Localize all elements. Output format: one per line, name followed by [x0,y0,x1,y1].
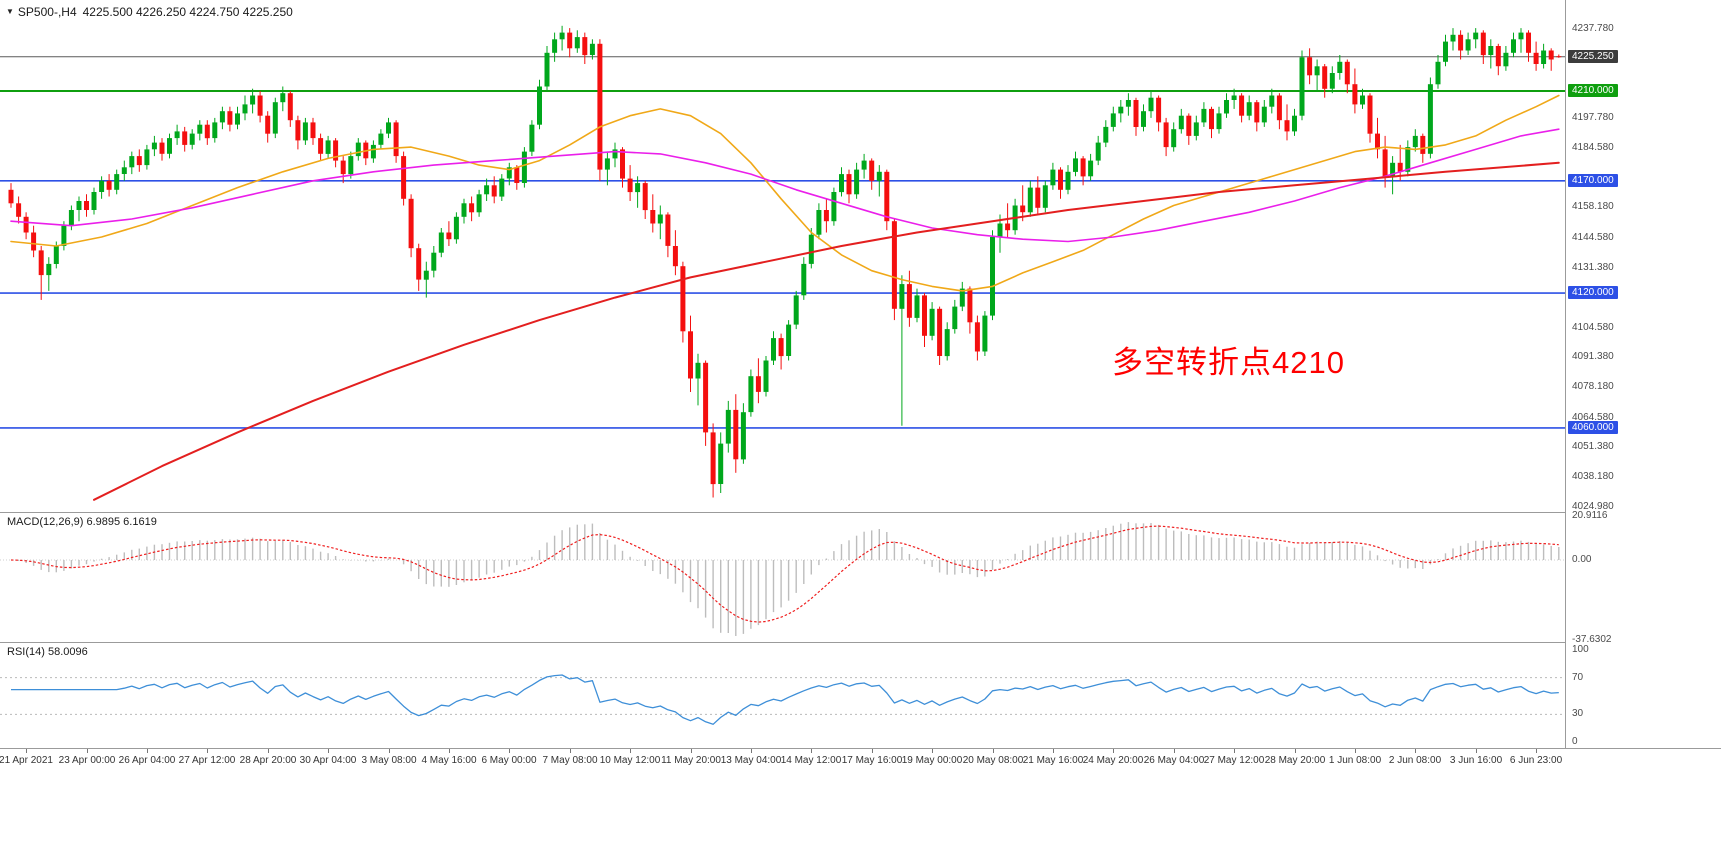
time-tick-mark [1174,749,1175,753]
time-tick-mark [570,749,571,753]
macd-label: MACD(12,26,9) 6.9895 6.1619 [7,516,157,528]
time-tick-mark [389,749,390,753]
rsi-tick-label: 70 [1572,672,1584,683]
time-axis-label: 21 Apr 2021 [0,755,53,766]
time-tick-mark [691,749,692,753]
price-level-badge: 4120.000 [1568,286,1618,299]
candlestick-chart[interactable] [0,0,1565,512]
rsi-indicator-name: RSI(14) [7,646,45,658]
time-axis-label: 4 May 16:00 [421,755,477,766]
rsi-indicator-value: 58.0096 [47,646,88,658]
symbol-dropdown-icon[interactable]: ▼ [6,7,14,16]
price-tick-label: 4131.380 [1572,262,1614,273]
time-tick-mark [1053,749,1054,753]
price-tick-label: 4237.780 [1572,23,1614,34]
time-axis[interactable]: 21 Apr 2021 23 Apr 00:00 26 Apr 04:00 27 Ap… [0,748,1721,772]
macd-tick-label: 20.9116 [1572,510,1608,521]
time-tick-mark [751,749,752,753]
time-tick-mark [1415,749,1416,753]
time-axis-label: 26 Apr 04:00 [118,755,176,766]
time-axis-label: 3 Jun 16:00 [1449,755,1503,766]
rsi-tick-label: 30 [1572,708,1584,719]
price-level-badge: 4060.000 [1568,421,1618,434]
time-tick-mark [449,749,450,753]
time-tick-mark [328,749,329,753]
time-tick-mark [993,749,994,753]
price-tick-label: 4184.580 [1572,142,1614,153]
time-axis-label: 7 May 08:00 [542,755,598,766]
time-axis-label: 28 May 20:00 [1264,755,1326,766]
price-tick-label: 4024.980 [1572,501,1614,512]
time-axis-label: 27 Apr 12:00 [178,755,236,766]
macd-panel-chart[interactable] [0,512,1565,642]
price-tick-label: 4064.580 [1572,412,1614,423]
time-tick-mark [207,749,208,753]
time-axis-label: 26 May 04:00 [1143,755,1205,766]
time-tick-mark [932,749,933,753]
price-level-badge: 4225.250 [1568,50,1618,63]
price-tick-label: 4091.380 [1572,351,1614,362]
time-axis-label: 1 Jun 08:00 [1328,755,1382,766]
time-tick-mark [872,749,873,753]
time-tick-mark [811,749,812,753]
time-axis-label: 6 Jun 23:00 [1509,755,1563,766]
price-tick-label: 4051.380 [1572,441,1614,452]
price-axis[interactable]: 4237.780 4197.780 4184.580 4158.180 4144.580… [1566,0,1721,770]
time-axis-label: 24 May 20:00 [1082,755,1144,766]
rsi-tick-label: 0 [1572,736,1578,747]
time-tick-mark [509,749,510,753]
time-axis-label: 2 Jun 08:00 [1388,755,1442,766]
time-tick-mark [268,749,269,753]
macd-tick-label: 0.00 [1572,554,1592,565]
time-tick-mark [1295,749,1296,753]
time-axis-label: 17 May 16:00 [841,755,903,766]
macd-panel-separator [0,512,1721,513]
time-tick-mark [1355,749,1356,753]
rsi-panel-chart[interactable] [0,642,1565,748]
chart-symbol-timeframe: SP500-,H4 [17,5,77,19]
price-level-badge: 4210.000 [1568,84,1618,97]
time-axis-label: 21 May 16:00 [1022,755,1084,766]
chart-ohlc-values: 4225.500 4226.250 4224.750 4225.250 [82,5,293,19]
price-tick-label: 4104.580 [1572,322,1614,333]
time-tick-mark [26,749,27,753]
time-axis-label: 30 Apr 04:00 [299,755,357,766]
time-tick-mark [147,749,148,753]
time-axis-label: 23 Apr 00:00 [58,755,116,766]
price-tick-label: 4197.780 [1572,112,1614,123]
time-tick-mark [1536,749,1537,753]
price-tick-label: 4038.180 [1572,471,1614,482]
time-tick-mark [1234,749,1235,753]
annotation-text: 多空转折点4210 [1112,345,1345,380]
time-axis-label: 20 May 08:00 [962,755,1024,766]
time-tick-mark [87,749,88,753]
time-tick-mark [1476,749,1477,753]
chart-title: ▼ SP500-,H4 4225.500 4226.250 4224.750 422… [6,5,293,19]
price-tick-label: 4078.180 [1572,381,1614,392]
rsi-label: RSI(14) 58.0096 [7,646,88,658]
time-axis-label: 14 May 12:00 [780,755,842,766]
price-level-badge: 4170.000 [1568,174,1618,187]
price-tick-label: 4144.580 [1572,232,1614,243]
macd-tick-label: -37.6302 [1572,634,1612,645]
time-axis-label: 6 May 00:00 [481,755,537,766]
time-tick-mark [1113,749,1114,753]
macd-indicator-name: MACD(12,26,9) [7,516,84,528]
rsi-tick-label: 100 [1572,644,1589,655]
price-tick-label: 4158.180 [1572,201,1614,212]
time-axis-label: 13 May 04:00 [720,755,782,766]
time-axis-label: 10 May 12:00 [599,755,661,766]
time-axis-label: 11 May 20:00 [661,755,721,766]
price-axis-separator [1565,0,1566,770]
time-axis-label: 28 Apr 20:00 [239,755,297,766]
time-axis-label: 3 May 08:00 [361,755,417,766]
macd-indicator-values: 6.9895 6.1619 [86,516,157,528]
rsi-panel-separator [0,642,1721,643]
time-tick-mark [630,749,631,753]
time-axis-label: 27 May 12:00 [1203,755,1265,766]
time-axis-label: 19 May 00:00 [901,755,963,766]
